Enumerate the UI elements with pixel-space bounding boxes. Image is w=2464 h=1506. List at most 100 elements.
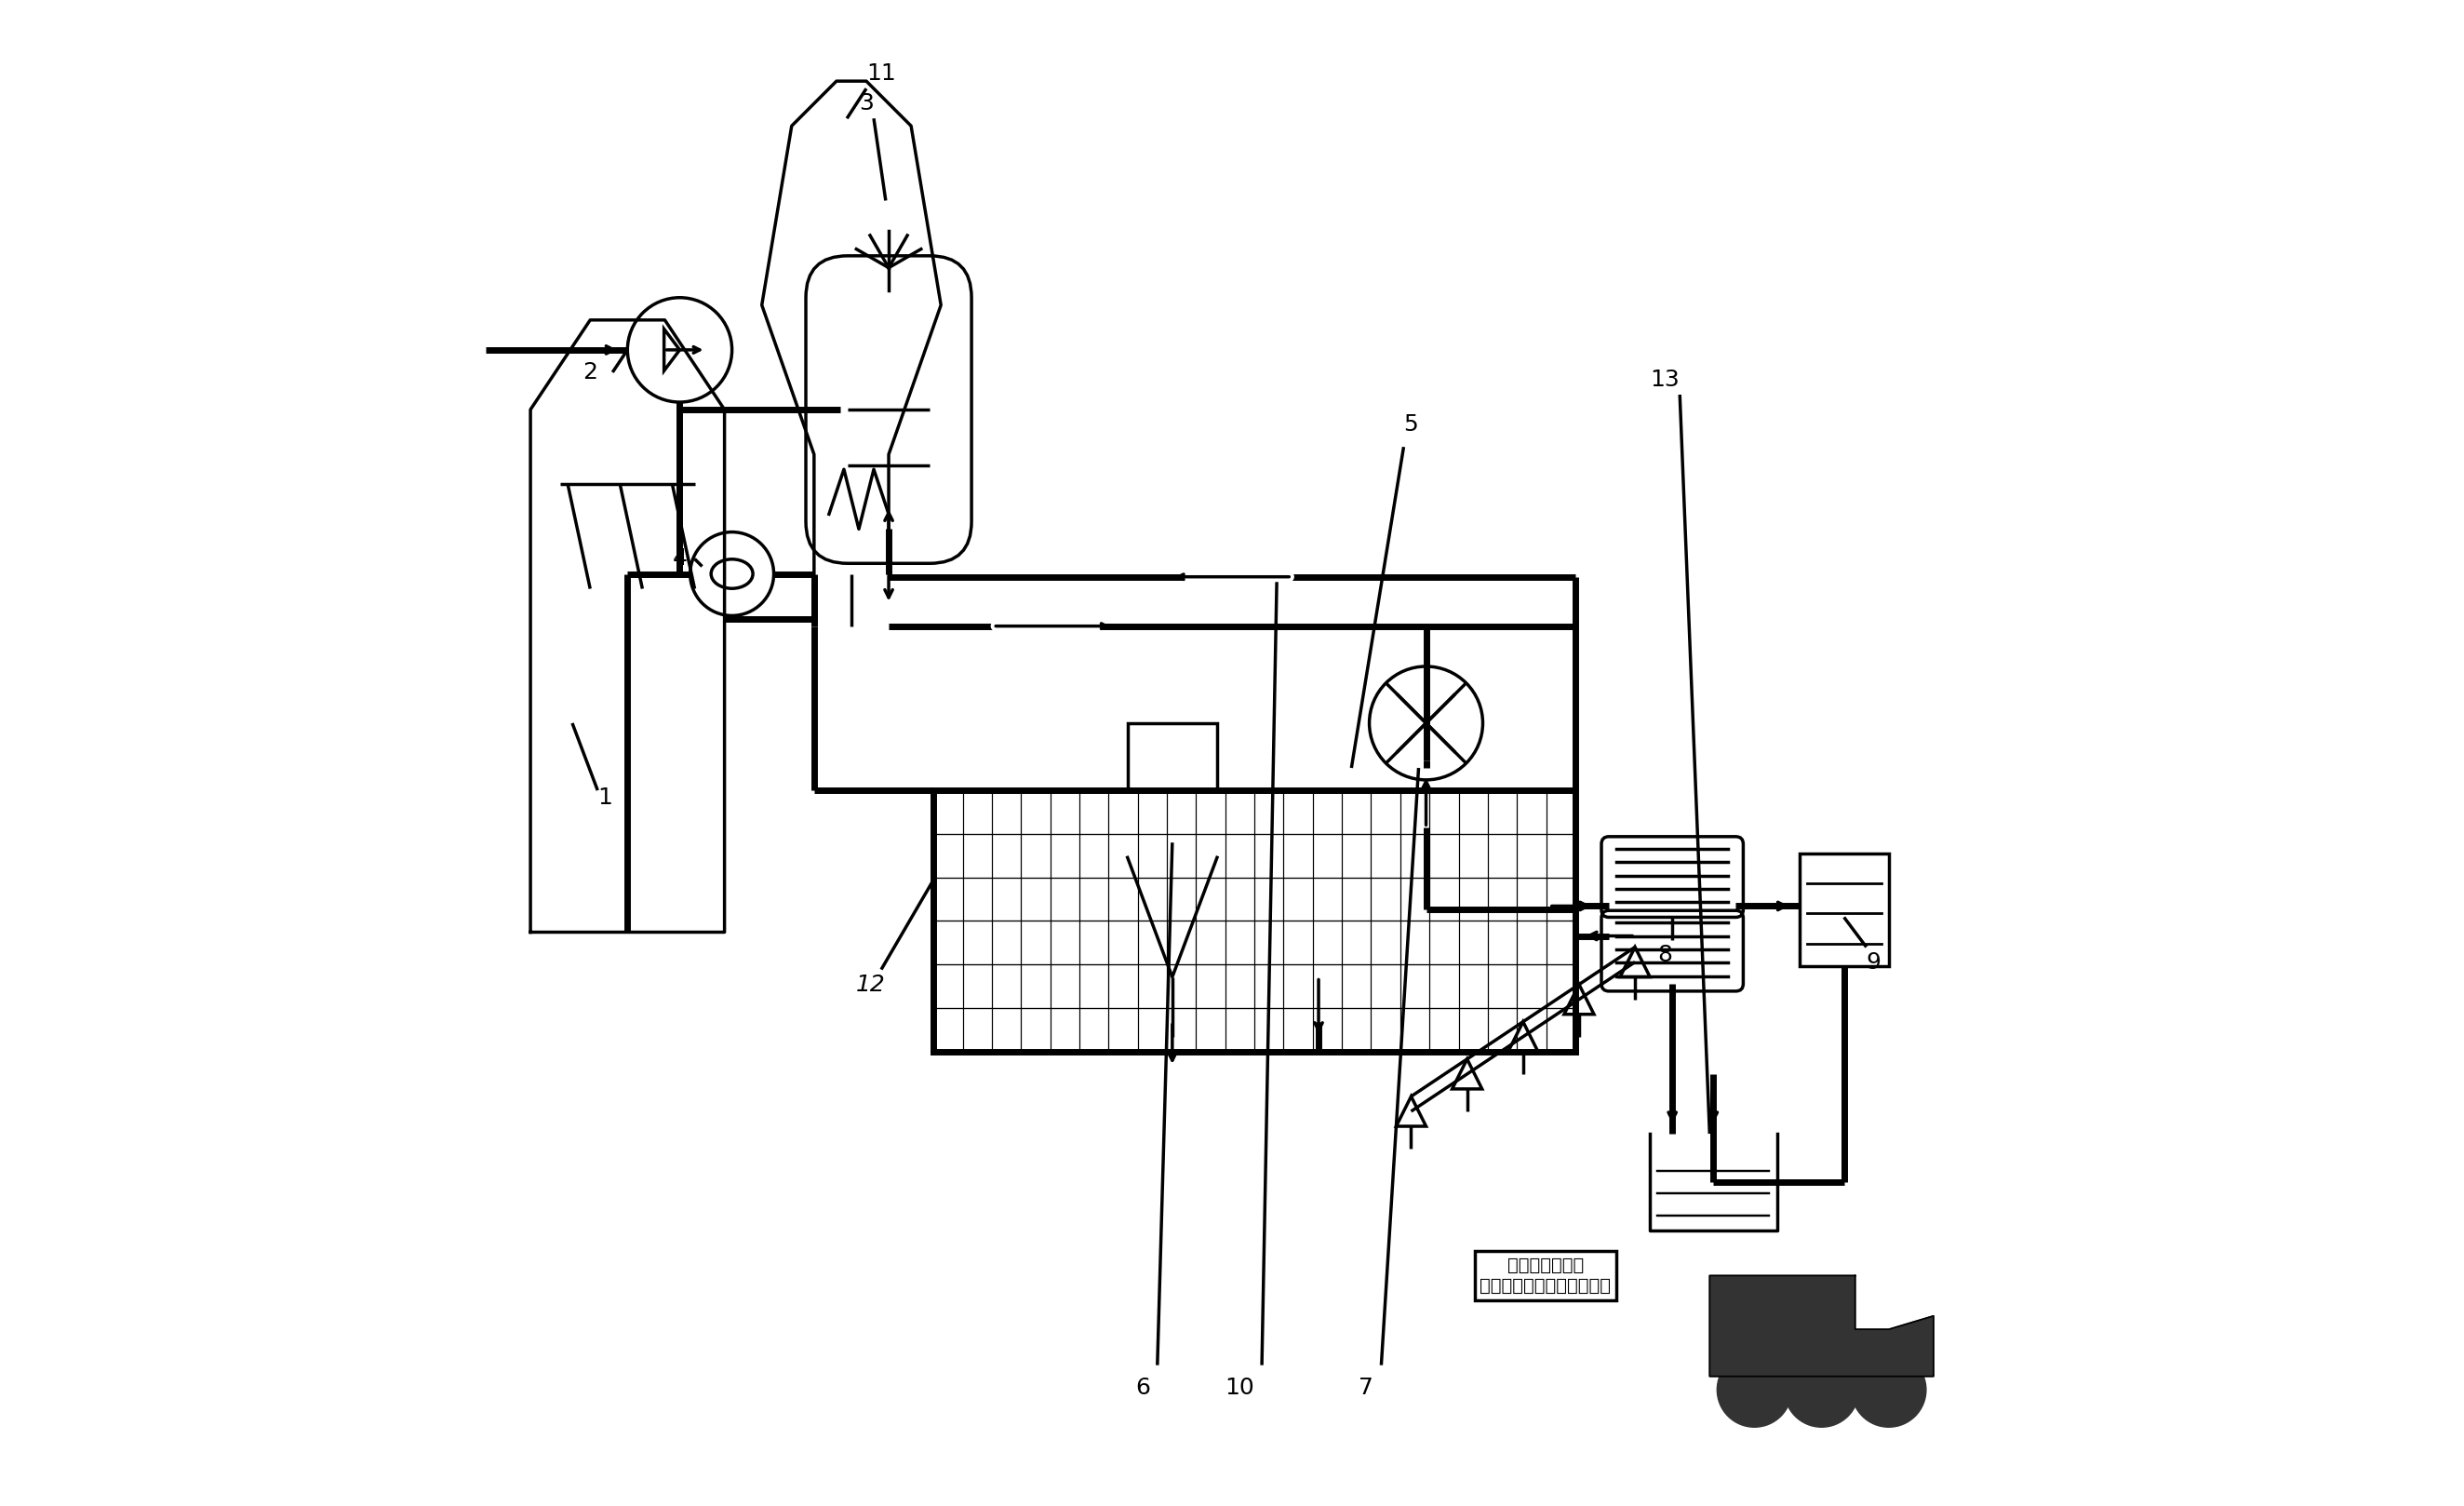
Text: 4: 4 [673,548,687,571]
Bar [1370,878,1400,922]
Bar [1138,834,1168,878]
Bar [1370,1008,1400,1051]
Bar [1225,834,1254,878]
Bar [1488,791,1518,834]
Bar [1168,834,1195,878]
Bar [1109,1008,1138,1051]
Bar [1079,964,1109,1008]
Bar [1370,834,1400,878]
Bar [1109,834,1138,878]
Bar [1195,878,1225,922]
Bar [963,964,993,1008]
Bar [1284,878,1313,922]
Bar [993,878,1020,922]
Bar [1459,834,1488,878]
Bar [1225,791,1254,834]
Bar [1254,922,1284,964]
Bar [1518,878,1545,922]
Bar [1313,1008,1343,1051]
Bar [1429,878,1459,922]
Bar [1079,878,1109,922]
Bar [1138,922,1168,964]
Bar [1545,964,1574,1008]
Bar [1429,834,1459,878]
Bar [1400,878,1429,922]
Bar [1195,834,1225,878]
Bar [1545,791,1574,834]
Circle shape [1784,1352,1858,1428]
Bar [1400,834,1429,878]
Bar [1254,834,1284,878]
Text: 8: 8 [1658,943,1673,965]
Bar [1020,878,1050,922]
Bar [934,1008,963,1051]
Bar [1518,791,1545,834]
Bar [963,922,993,964]
Bar [1168,922,1195,964]
Bar [963,791,993,834]
Bar [1400,964,1429,1008]
Text: 好氧堆肥、焚烧
填埋（混合填埋、覆盖土）: 好氧堆肥、焚烧 填埋（混合填埋、覆盖土） [1481,1256,1611,1295]
Bar [1050,922,1079,964]
Bar [993,964,1020,1008]
Text: 5: 5 [1404,413,1419,435]
Bar [1079,922,1109,964]
Bar [1370,964,1400,1008]
Bar [1400,1008,1429,1051]
Bar [1459,878,1488,922]
Bar [1459,791,1488,834]
Bar [1254,1008,1284,1051]
Bar [1284,922,1313,964]
Bar [1284,964,1313,1008]
Bar [1050,878,1079,922]
Bar [934,791,1574,1051]
Bar [963,834,993,878]
Text: 6: 6 [1136,1376,1151,1399]
Text: 9: 9 [1865,950,1880,973]
Text: 11: 11 [867,62,897,84]
Bar [1195,791,1225,834]
Bar [1284,791,1313,834]
Bar [1109,922,1138,964]
Bar [1429,964,1459,1008]
Bar [993,1008,1020,1051]
Text: 12: 12 [855,973,885,995]
Bar [1459,1008,1488,1051]
Bar [1020,922,1050,964]
Bar [1079,834,1109,878]
Bar [1254,964,1284,1008]
Polygon shape [1710,1276,1934,1376]
Bar [993,834,1020,878]
Circle shape [1850,1352,1927,1428]
Text: 10: 10 [1225,1376,1254,1399]
Bar [1313,878,1343,922]
Text: 13: 13 [1651,369,1680,392]
Bar [1518,1008,1545,1051]
Bar [1370,922,1400,964]
Bar [1168,791,1195,834]
Bar [993,922,1020,964]
Bar [1138,1008,1168,1051]
Bar [1343,878,1370,922]
Bar [1343,964,1370,1008]
Bar [1168,1008,1195,1051]
Bar [1079,1008,1109,1051]
Bar [963,878,993,922]
Bar [1343,834,1370,878]
Bar [1020,791,1050,834]
Bar [1254,791,1284,834]
Bar [1020,964,1050,1008]
Circle shape [1717,1352,1791,1428]
Bar [1168,964,1195,1008]
Bar [1313,834,1343,878]
Bar [1254,878,1284,922]
Bar [1799,854,1890,965]
Bar [1284,1008,1313,1051]
Bar [1050,791,1079,834]
Bar [1168,878,1195,922]
Bar [1284,834,1313,878]
Bar [1050,1008,1079,1051]
Bar [1313,964,1343,1008]
Bar [1429,791,1459,834]
Bar [1020,834,1050,878]
